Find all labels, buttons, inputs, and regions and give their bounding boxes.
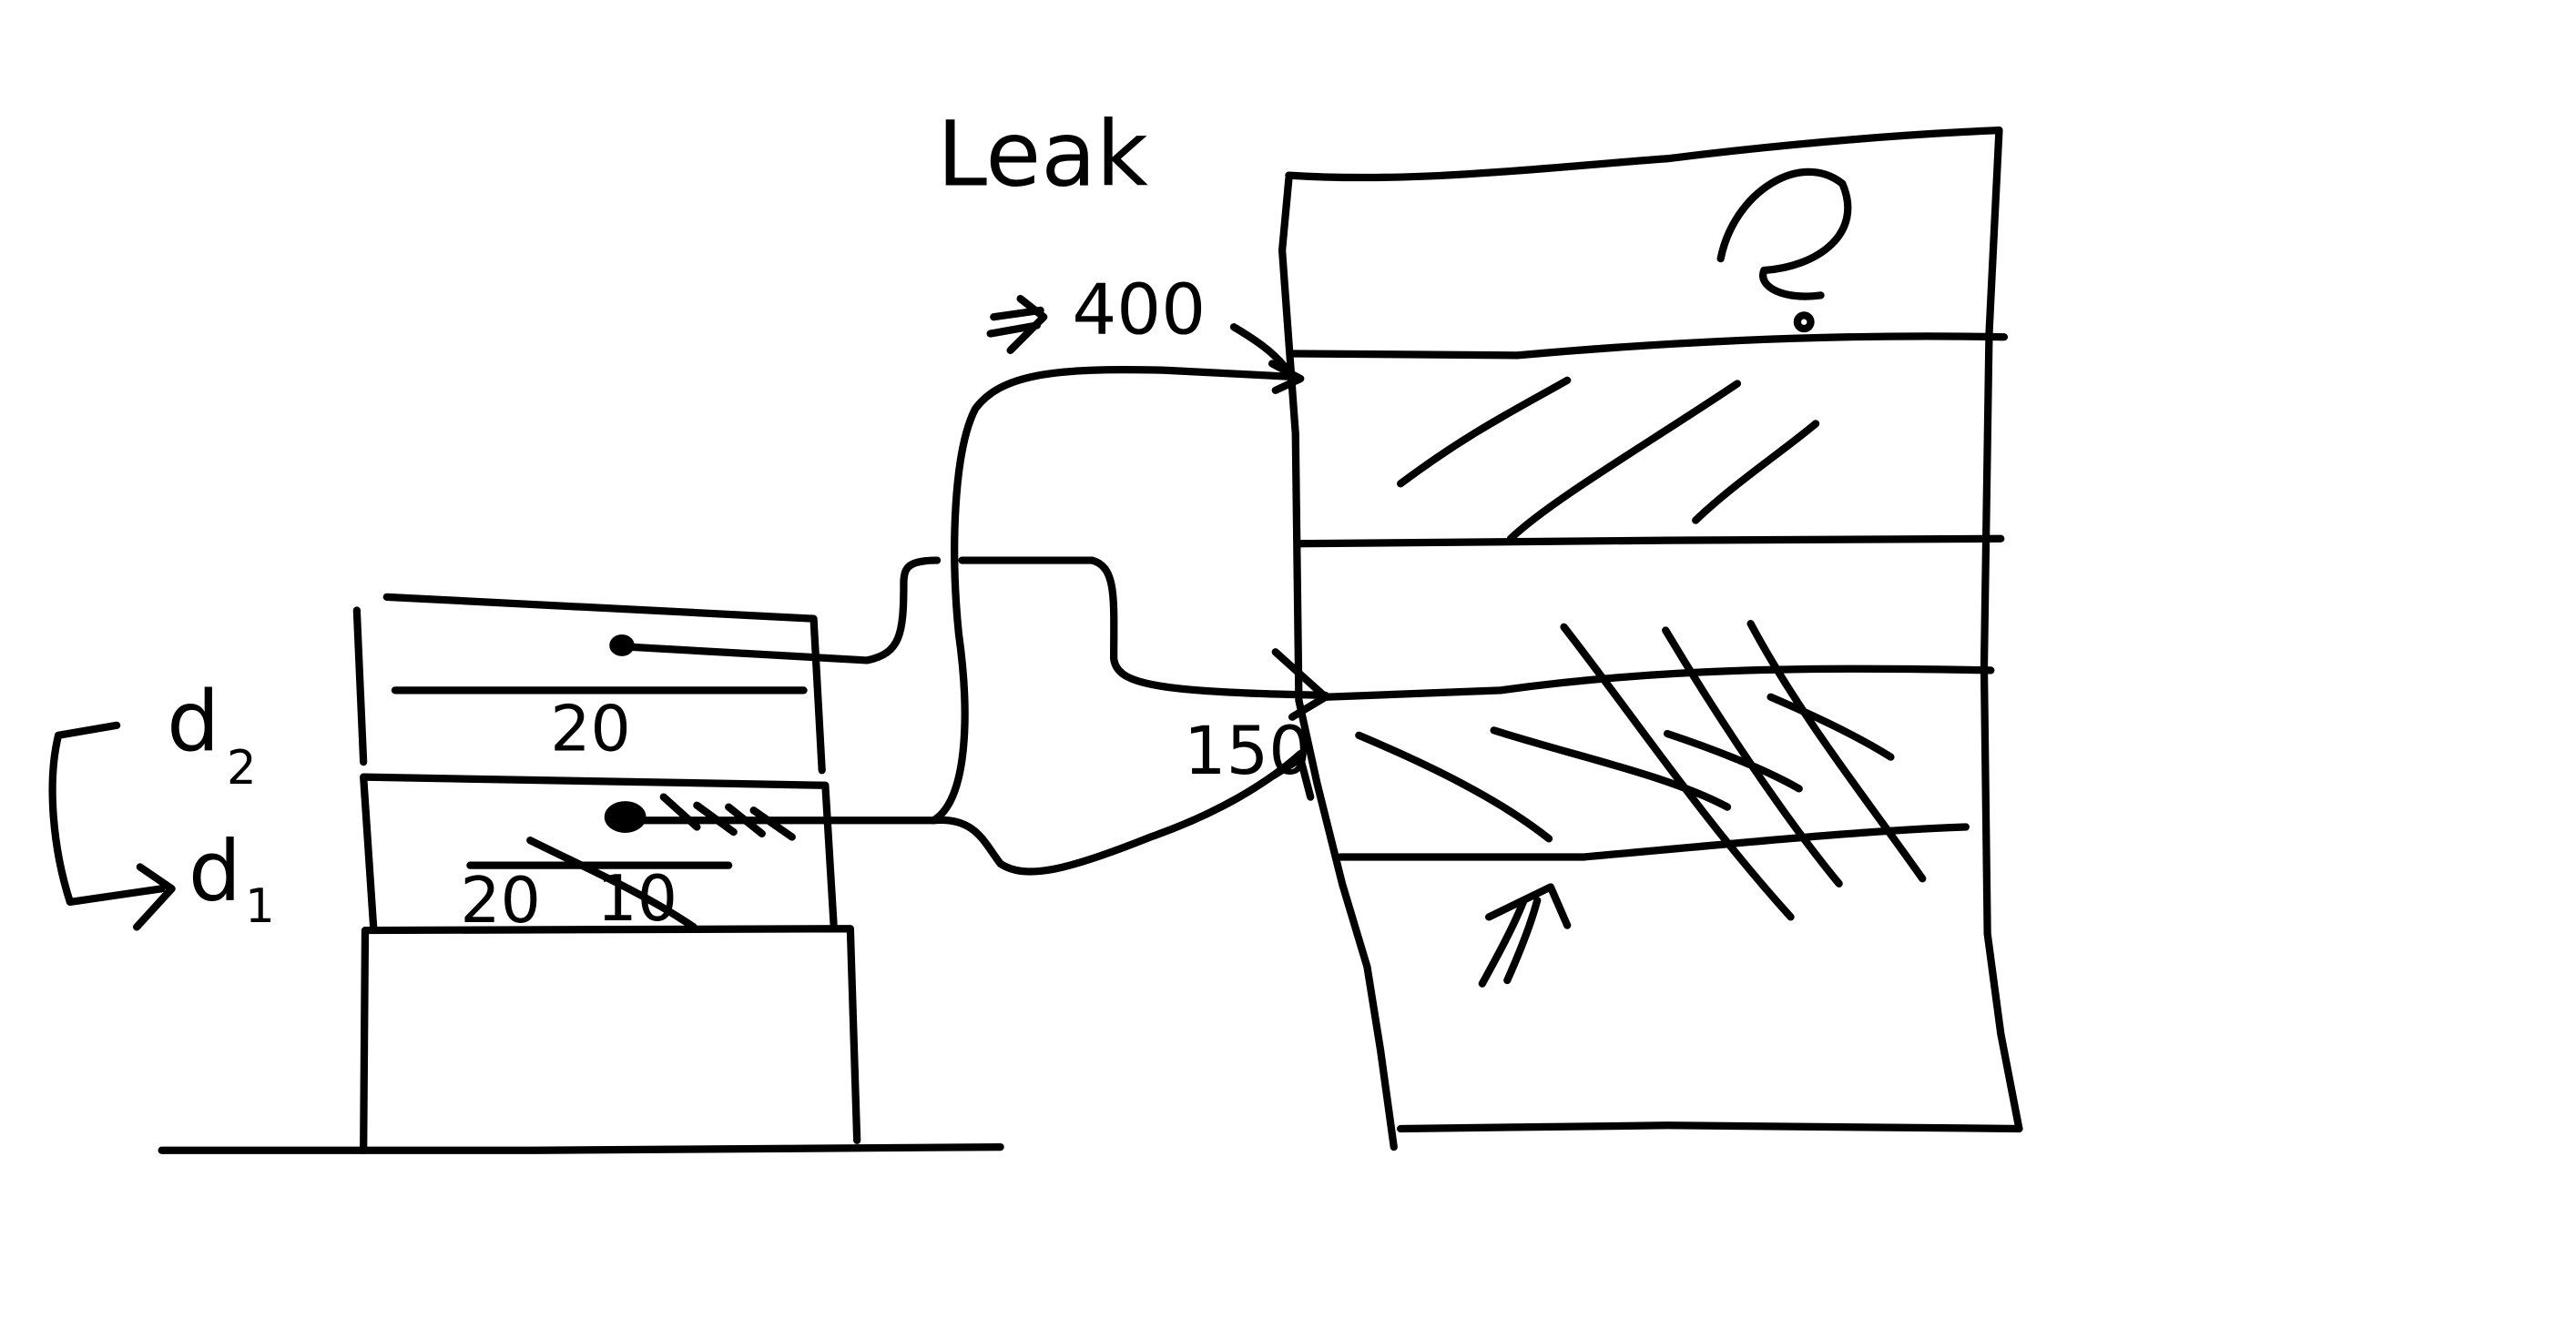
stack-frame-d2-top	[382, 593, 826, 775]
heap-hatch-a3	[1692, 420, 1820, 524]
reassign-arrow	[48, 721, 166, 907]
heap-divider-3	[1321, 664, 1995, 701]
pointer-d2-arrow	[626, 556, 942, 664]
heap-hatch-b4	[1355, 731, 1553, 843]
unknown-mark-dot	[1793, 311, 1815, 333]
address-top-label: 400	[1072, 270, 1206, 351]
heap-top-edge	[1285, 127, 2003, 182]
heap-divider-4	[1337, 823, 1970, 861]
heap-divider-1	[1289, 332, 2009, 360]
var-d2-letter: d	[167, 673, 219, 770]
heap-hatch-a2	[1506, 380, 1742, 543]
stack-base	[360, 925, 861, 1154]
var-d1-sub: 1	[245, 879, 275, 934]
heap-hatch-a1	[1396, 376, 1572, 488]
var-d2-sub: 2	[227, 741, 257, 796]
heap-left-edge	[1278, 175, 1398, 1151]
address-labels: 400 150	[986, 270, 1311, 790]
stack-d1-strike	[526, 837, 697, 931]
ground-line	[158, 1142, 1004, 1154]
heap-hatch-b5	[1490, 726, 1732, 811]
stack-value-d1-old: 20	[460, 864, 541, 938]
address-bottom-label: 150	[1184, 713, 1311, 790]
reassign-arrow-head	[133, 863, 176, 931]
heap-up-arrow-shaft-2	[1503, 896, 1542, 985]
heap-divider-2	[1293, 534, 2005, 548]
heap-hatch-b6	[1663, 729, 1803, 793]
var-d1-letter: d	[188, 823, 241, 920]
pointer-d1-arrow	[629, 749, 1305, 876]
variable-labels: d 2 d 1	[48, 673, 275, 934]
stack-value-d1-new: 10	[597, 862, 678, 936]
unknown-mark-curve	[1716, 167, 1852, 300]
stack-frame-d1	[360, 773, 838, 931]
heap-right-edge	[1980, 127, 2023, 1133]
heap-hatch-b1	[1560, 623, 1795, 921]
pointers	[626, 323, 1329, 876]
heap-bottom-edge	[1396, 1121, 2023, 1133]
pointer-d2-arrow-cont	[958, 556, 1329, 700]
address-400-pointer	[1229, 323, 1293, 376]
heap-hatch-b3	[1746, 620, 1927, 883]
stack: 20 20 10	[352, 593, 861, 1154]
implies-arrow-head	[1006, 294, 1048, 354]
stack-value-d2: 20	[550, 692, 631, 766]
title-label: Leak	[937, 103, 1148, 208]
stack-frame-d2	[352, 606, 368, 766]
heap: ?	[1278, 127, 2023, 1151]
pointer-d1-arrow-head	[1269, 755, 1315, 801]
heap-up-arrow-head	[1485, 883, 1572, 929]
heap-up-arrow-shaft-1	[1478, 896, 1528, 988]
heap-hatch-b7	[1767, 693, 1895, 761]
pointer-d1-old-arrow	[930, 365, 1301, 825]
pointer-d2-arrow-head	[1271, 648, 1329, 721]
